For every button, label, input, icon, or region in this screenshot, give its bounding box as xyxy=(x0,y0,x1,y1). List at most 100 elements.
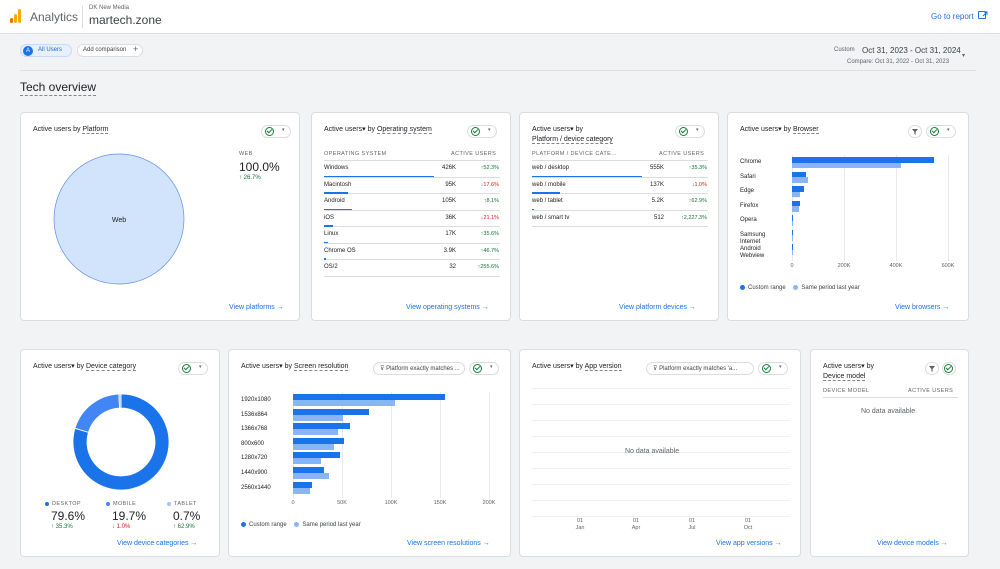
metric-caret-icon[interactable]: ▾ xyxy=(570,363,574,370)
app-name[interactable]: Analytics xyxy=(30,10,79,24)
table-row[interactable]: iOS 36K ↓21.1% xyxy=(312,215,512,232)
view-operating-systems-link[interactable]: View operating systems → xyxy=(406,304,489,311)
dimension-selector[interactable]: Screen resolution xyxy=(293,363,349,371)
platform-filter-chip[interactable]: ⊽ Platform exactly matches 'a... xyxy=(646,362,754,375)
bar-current[interactable] xyxy=(792,200,800,206)
platform-filter-chip[interactable]: ⊽ Platform exactly matches ... xyxy=(373,362,465,375)
dimension-selector[interactable]: Device category xyxy=(85,363,137,371)
donut-slice[interactable] xyxy=(72,393,170,491)
donut-slice[interactable] xyxy=(118,393,122,409)
table-row[interactable]: Linux 17K ↑35.6% xyxy=(312,231,512,248)
bar-current[interactable] xyxy=(293,394,445,400)
go-to-report-link[interactable]: Go to report xyxy=(931,12,974,21)
metric-selector[interactable]: Active users xyxy=(532,126,571,133)
table-row[interactable]: Android 105K ↑8.1% xyxy=(312,198,512,215)
bar-previous[interactable] xyxy=(293,443,335,450)
bar-current[interactable] xyxy=(792,229,793,235)
bar-current[interactable] xyxy=(792,215,794,221)
column-header-metric[interactable]: ACTIVE USERS xyxy=(451,151,497,157)
bar-current[interactable] xyxy=(293,481,312,488)
bar-previous[interactable] xyxy=(293,473,330,479)
compare-toggle-button[interactable]: ▾ xyxy=(675,125,705,138)
compare-toggle-button[interactable]: ▾ xyxy=(926,125,956,138)
compare-toggle-button[interactable] xyxy=(942,362,956,375)
metric-selector[interactable]: Active users xyxy=(823,363,862,370)
bar-previous[interactable] xyxy=(792,162,902,168)
bar-current[interactable] xyxy=(792,171,807,177)
view-screen-resolutions-link[interactable]: View screen resolutions → xyxy=(407,540,490,547)
metric-selector[interactable]: Active users xyxy=(241,363,280,370)
bar-current[interactable] xyxy=(293,423,350,430)
bar-current[interactable] xyxy=(293,467,325,473)
column-header-dimension[interactable]: OPERATING SYSTEM xyxy=(324,151,387,157)
dimension-selector[interactable]: Operating system xyxy=(376,126,432,134)
column-header-metric[interactable]: ACTIVE USERS xyxy=(908,388,954,394)
bar-current[interactable] xyxy=(792,157,934,163)
property-name[interactable]: martech.zone xyxy=(89,13,162,27)
dimension-selector[interactable]: Device model xyxy=(823,373,866,381)
dimension-selector[interactable]: Platform xyxy=(82,126,109,134)
metric-selector[interactable]: Active users xyxy=(324,126,363,133)
analytics-logo-icon[interactable] xyxy=(10,9,22,23)
dimension-selector[interactable]: Browser xyxy=(792,126,819,134)
bar-previous[interactable] xyxy=(792,177,808,183)
view-browsers-link[interactable]: View browsers → xyxy=(895,304,950,311)
column-header-metric[interactable]: ACTIVE USERS xyxy=(659,151,705,157)
view-app-versions-link[interactable]: View app versions → xyxy=(716,540,782,547)
bar-current[interactable] xyxy=(293,452,341,459)
table-row[interactable]: web / smart tv 512 ↑2,227.3% xyxy=(520,215,720,232)
dimension-selector[interactable]: Platform / device category xyxy=(532,136,613,144)
bar-previous[interactable] xyxy=(293,487,310,494)
bar-previous[interactable] xyxy=(792,249,793,255)
bar-current[interactable] xyxy=(792,186,805,192)
metric-selector[interactable]: Active users xyxy=(33,363,72,370)
bar-previous[interactable] xyxy=(293,400,395,406)
compare-toggle-button[interactable]: ▾ xyxy=(178,362,208,375)
filter-icon[interactable] xyxy=(925,362,939,375)
view-platforms-link[interactable]: View platforms → xyxy=(229,304,284,311)
view-platform-devices-link[interactable]: View platform devices → xyxy=(619,304,696,311)
table-row[interactable]: web / tablet 5.2K ↑62.9% xyxy=(520,198,720,215)
pie-slice-web[interactable] xyxy=(53,153,185,285)
compare-toggle-button[interactable]: ▾ xyxy=(469,362,499,375)
bar-current[interactable] xyxy=(293,437,344,444)
compare-toggle-button[interactable]: ▾ xyxy=(467,125,497,138)
metric-caret-icon[interactable]: ▾ xyxy=(778,126,782,133)
bar-current[interactable] xyxy=(792,244,793,250)
compare-toggle-button[interactable]: ▾ xyxy=(758,362,788,375)
add-comparison-button[interactable]: Add comparison + xyxy=(77,44,143,57)
date-dropdown-caret-icon[interactable]: ▾ xyxy=(962,53,966,59)
metric-caret-icon[interactable]: ▾ xyxy=(362,126,366,133)
bar-previous[interactable] xyxy=(792,191,800,197)
bar-previous[interactable] xyxy=(293,458,322,465)
compare-toggle-button[interactable]: ▾ xyxy=(261,125,291,138)
all-users-comparison-chip[interactable]: A All Users xyxy=(20,44,72,57)
view-device-categories-link[interactable]: View device categories → xyxy=(117,540,198,547)
bar-previous[interactable] xyxy=(293,414,343,421)
column-header-dimension[interactable]: PLATFORM / DEVICE CATE... xyxy=(532,151,617,157)
dimension-selector[interactable]: App version xyxy=(584,363,622,371)
bar-current[interactable] xyxy=(293,408,370,415)
external-link-icon[interactable] xyxy=(978,11,988,19)
donut-slice[interactable] xyxy=(74,393,120,433)
view-device-models-link[interactable]: View device models → xyxy=(877,540,948,547)
metric-selector[interactable]: Active users xyxy=(740,126,779,133)
filter-icon[interactable] xyxy=(908,125,922,138)
table-row[interactable]: web / mobile 137K ↓1.0% xyxy=(520,182,720,199)
metric-caret-icon[interactable]: ▾ xyxy=(279,363,283,370)
bar-previous[interactable] xyxy=(792,206,799,212)
table-row[interactable]: Windows 426K ↑52.3% xyxy=(312,165,512,182)
table-row[interactable]: web / desktop 555K ↑35.3% xyxy=(520,165,720,182)
bar-previous[interactable] xyxy=(792,220,793,226)
metric-selector[interactable]: Active users xyxy=(532,363,571,370)
account-name[interactable]: DK New Media xyxy=(89,5,130,11)
bar-previous[interactable] xyxy=(792,235,793,241)
table-row[interactable]: Macintosh 95K ↓17.6% xyxy=(312,182,512,199)
device-category-donut-chart[interactable] xyxy=(71,392,171,492)
table-row[interactable]: Chrome OS 3.9K ↑46.7% xyxy=(312,248,512,265)
column-header-dimension[interactable]: DEVICE MODEL xyxy=(823,388,870,394)
metric-caret-icon[interactable]: ▾ xyxy=(861,363,865,370)
bar-previous[interactable] xyxy=(293,429,339,436)
metric-caret-icon[interactable]: ▾ xyxy=(570,126,574,133)
metric-caret-icon[interactable]: ▾ xyxy=(71,363,75,370)
